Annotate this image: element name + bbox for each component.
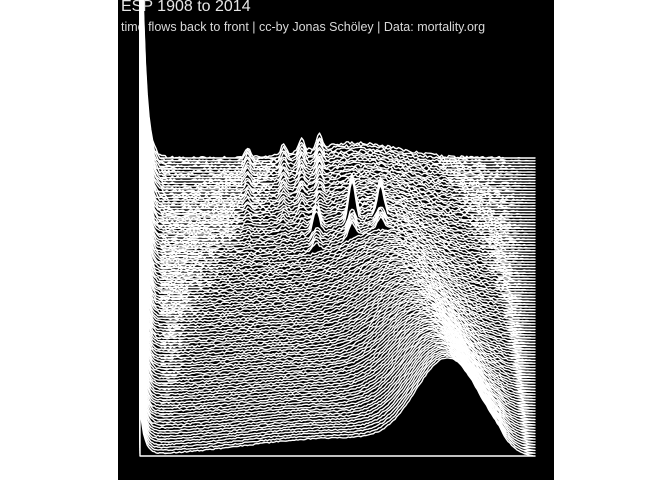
ridge-line-1928 (139, 0, 536, 215)
ridge-line-1942 (139, 48, 536, 255)
ridge-line-1938 (139, 24, 536, 243)
ridge-line-1930 (139, 0, 536, 221)
ridge-line-1925 (139, 0, 536, 207)
ridge-line-1952 (139, 104, 536, 283)
ridge-line-1953 (139, 110, 536, 286)
ridge-line-1929 (139, 0, 536, 218)
ridge-line-1909 (139, 0, 536, 162)
ridge-line-1936 (139, 10, 536, 238)
ridge-line-1962 (139, 160, 536, 311)
ridge-line-1916 (139, 0, 536, 182)
ridge-line-1940 (139, 35, 536, 249)
ridge-line-1910 (139, 0, 536, 165)
ridge-line-1924 (139, 0, 536, 204)
ridge-line-1927 (139, 0, 536, 213)
ridge-line-1960 (139, 148, 536, 305)
ridge-line-1948 (139, 83, 536, 272)
ridge-line-1946 (139, 69, 536, 266)
ridge-line-1951 (139, 99, 536, 280)
ridge-line-1918 (139, 0, 536, 187)
ridge-line-1931 (139, 0, 536, 224)
chart-title: ESP 1908 to 2014 (121, 0, 251, 15)
ridge-line-1950 (139, 94, 536, 277)
ridge-line-1944 (139, 57, 536, 260)
ridge-line-1913 (139, 0, 536, 173)
ridge-line-1943 (139, 52, 536, 258)
ridge-line-2014 (139, 357, 536, 457)
ridge-line-1912 (139, 0, 536, 170)
ridge-line-1963 (139, 165, 536, 314)
ridge-line-1947 (139, 76, 536, 269)
ridge-line-1914 (139, 0, 536, 176)
ridge-line-1949 (139, 88, 536, 274)
ridge-line-1908 (139, 0, 536, 159)
ridge-line-1956 (139, 127, 536, 294)
ridge-line-1961 (139, 155, 536, 308)
ridge-line-1920 (139, 0, 536, 193)
ridge-line-1921 (139, 0, 536, 196)
ridge-line-1959 (139, 144, 536, 303)
ridge-line-1965 (139, 177, 536, 319)
ridge-line-1933 (139, 0, 536, 229)
ridge-line-1926 (139, 0, 536, 210)
ridge-line-1919 (139, 0, 536, 190)
ridge-line-1954 (139, 115, 536, 288)
ridge-line-1915 (139, 0, 536, 179)
ridge-line-1935 (139, 4, 536, 235)
chart-subtitle: time flows back to front | cc-by Jonas S… (121, 20, 486, 34)
ridge-line-1922 (139, 0, 536, 199)
ridge-line-1911 (139, 0, 536, 168)
ridge-line-1937 (139, 16, 536, 241)
ridge-line-1934 (139, 0, 536, 232)
ridge-line-1939 (139, 30, 536, 246)
ridge-line-1917 (139, 0, 536, 184)
ridge-line-1945 (139, 66, 536, 263)
ridge-line-1955 (139, 123, 536, 291)
ridge-line-1957 (139, 134, 536, 297)
ridge-line-1964 (139, 171, 536, 317)
